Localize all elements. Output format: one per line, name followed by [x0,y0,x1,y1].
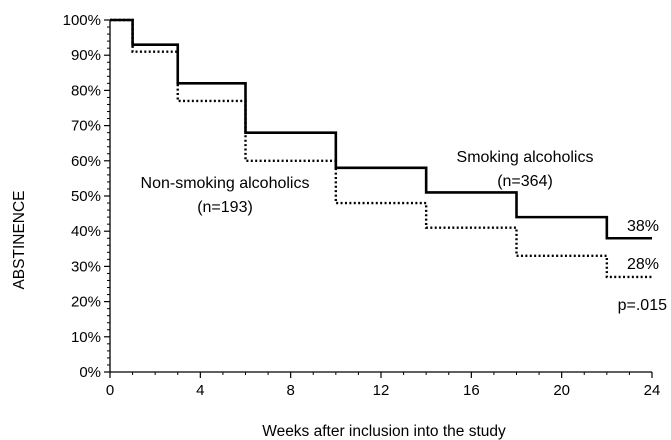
y-tick-label: 100% [63,12,101,29]
x-tick-label: 12 [373,382,390,399]
series-layer [110,18,652,279]
y-tick-label: 30% [71,258,101,275]
x-tick-label: 8 [286,382,294,399]
y-tick-label: 90% [71,47,101,64]
smoking-series-line [110,18,652,240]
y-tick-label: 10% [71,329,101,346]
y-tick-label: 0% [79,364,101,381]
y-tick-label: 60% [71,153,101,170]
x-tick-label: 24 [644,382,661,399]
nonsmoking-series-label: Non-smoking alcoholics [141,175,310,192]
nonsmoking-end-label: 28% [627,256,659,273]
nonsmoking-series-line [110,18,652,279]
y-axis-ticks: 0% 10% 20% 30% 40% 50% 60% 70% 80% 90% 100% [63,12,110,381]
x-axis-title: Weeks after inclusion into the study [262,423,506,440]
y-tick-label: 70% [71,118,101,135]
smoking-series-n: (n=364) [497,173,553,190]
smoking-end-label: 38% [627,218,659,235]
x-tick-label: 16 [463,382,480,399]
x-tick-label: 20 [553,382,570,399]
x-axis-ticks: 0 4 8 12 16 20 24 [106,372,661,399]
x-tick-label: 0 [106,382,114,399]
p-value-label: p=.015 [618,297,667,314]
y-axis-title: ABSTINENCE [11,190,28,289]
y-tick-label: 80% [71,82,101,99]
y-tick-label: 20% [71,294,101,311]
x-tick-label: 4 [196,382,204,399]
smoking-series-label: Smoking alcoholics [457,149,594,166]
y-tick-label: 40% [71,223,101,240]
nonsmoking-series-n: (n=193) [197,199,253,216]
y-tick-label: 50% [71,188,101,205]
